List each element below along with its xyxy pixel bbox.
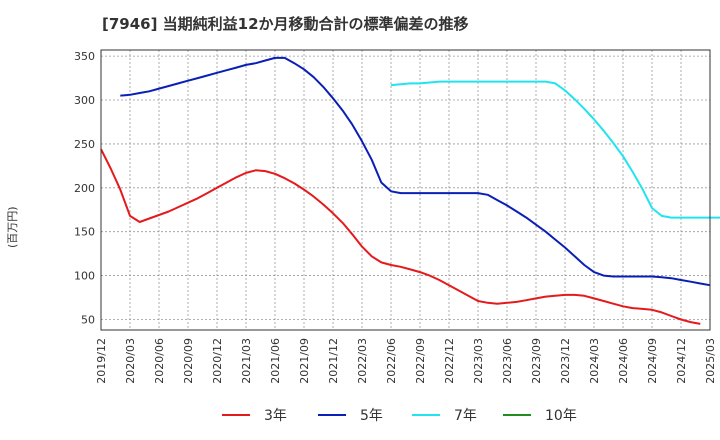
x-tick-label: 2021/03 [240, 338, 253, 384]
x-tick-label: 2019/12 [95, 338, 108, 384]
x-tick-label: 2022/09 [414, 338, 427, 384]
x-tick-label: 2024/09 [646, 338, 659, 384]
legend: 3年 5年 7年 10年 [222, 408, 577, 424]
legend-label: 10年 [545, 408, 577, 424]
y-axis-ticks: 50 100 150 200 250 300 350 [74, 50, 95, 326]
y-tick-label: 250 [74, 138, 95, 151]
y-tick-label: 300 [74, 94, 95, 107]
x-tick-label: 2021/06 [269, 338, 282, 384]
x-tick-label: 2024/03 [588, 338, 601, 384]
x-tick-label: 2021/12 [327, 338, 340, 384]
x-tick-label: 2021/09 [298, 338, 311, 384]
x-tick-label: 2020/12 [211, 338, 224, 384]
y-tick-label: 100 [74, 270, 95, 283]
series-line-2 [390, 80, 720, 219]
gridlines [101, 50, 710, 330]
series-line-0 [100, 148, 701, 325]
y-tick-label: 200 [74, 182, 95, 195]
x-tick-label: 2024/12 [675, 338, 688, 384]
x-tick-label: 2023/09 [530, 338, 543, 384]
plot-frame [100, 49, 711, 331]
chart-title: [7946] 当期純利益12か月移動合計の標準偏差の推移 [102, 15, 469, 33]
x-tick-label: 2020/09 [182, 338, 195, 384]
y-tick-label: 50 [81, 313, 95, 326]
y-tick-label: 150 [74, 226, 95, 239]
x-tick-label: 2022/03 [356, 338, 369, 384]
x-tick-label: 2023/06 [501, 338, 514, 384]
series-lines [100, 56, 720, 325]
legend-label: 3年 [264, 408, 287, 424]
x-tick-label: 2020/03 [124, 338, 137, 384]
legend-label: 5年 [360, 408, 383, 424]
legend-label: 7年 [454, 408, 477, 424]
y-tick-label: 350 [74, 50, 95, 63]
x-tick-label: 2023/12 [559, 338, 572, 384]
x-tick-label: 2024/06 [617, 338, 630, 384]
x-axis-ticks: 2019/12 2020/03 2020/06 2020/09 2020/12 2021/… [95, 338, 717, 384]
series-line-1 [120, 56, 711, 287]
x-tick-label: 2022/06 [385, 338, 398, 384]
x-tick-label: 2020/06 [153, 338, 166, 384]
x-tick-label: 2022/12 [443, 338, 456, 384]
x-tick-label: 2023/03 [472, 338, 485, 384]
x-tick-label: 2025/03 [704, 338, 717, 384]
